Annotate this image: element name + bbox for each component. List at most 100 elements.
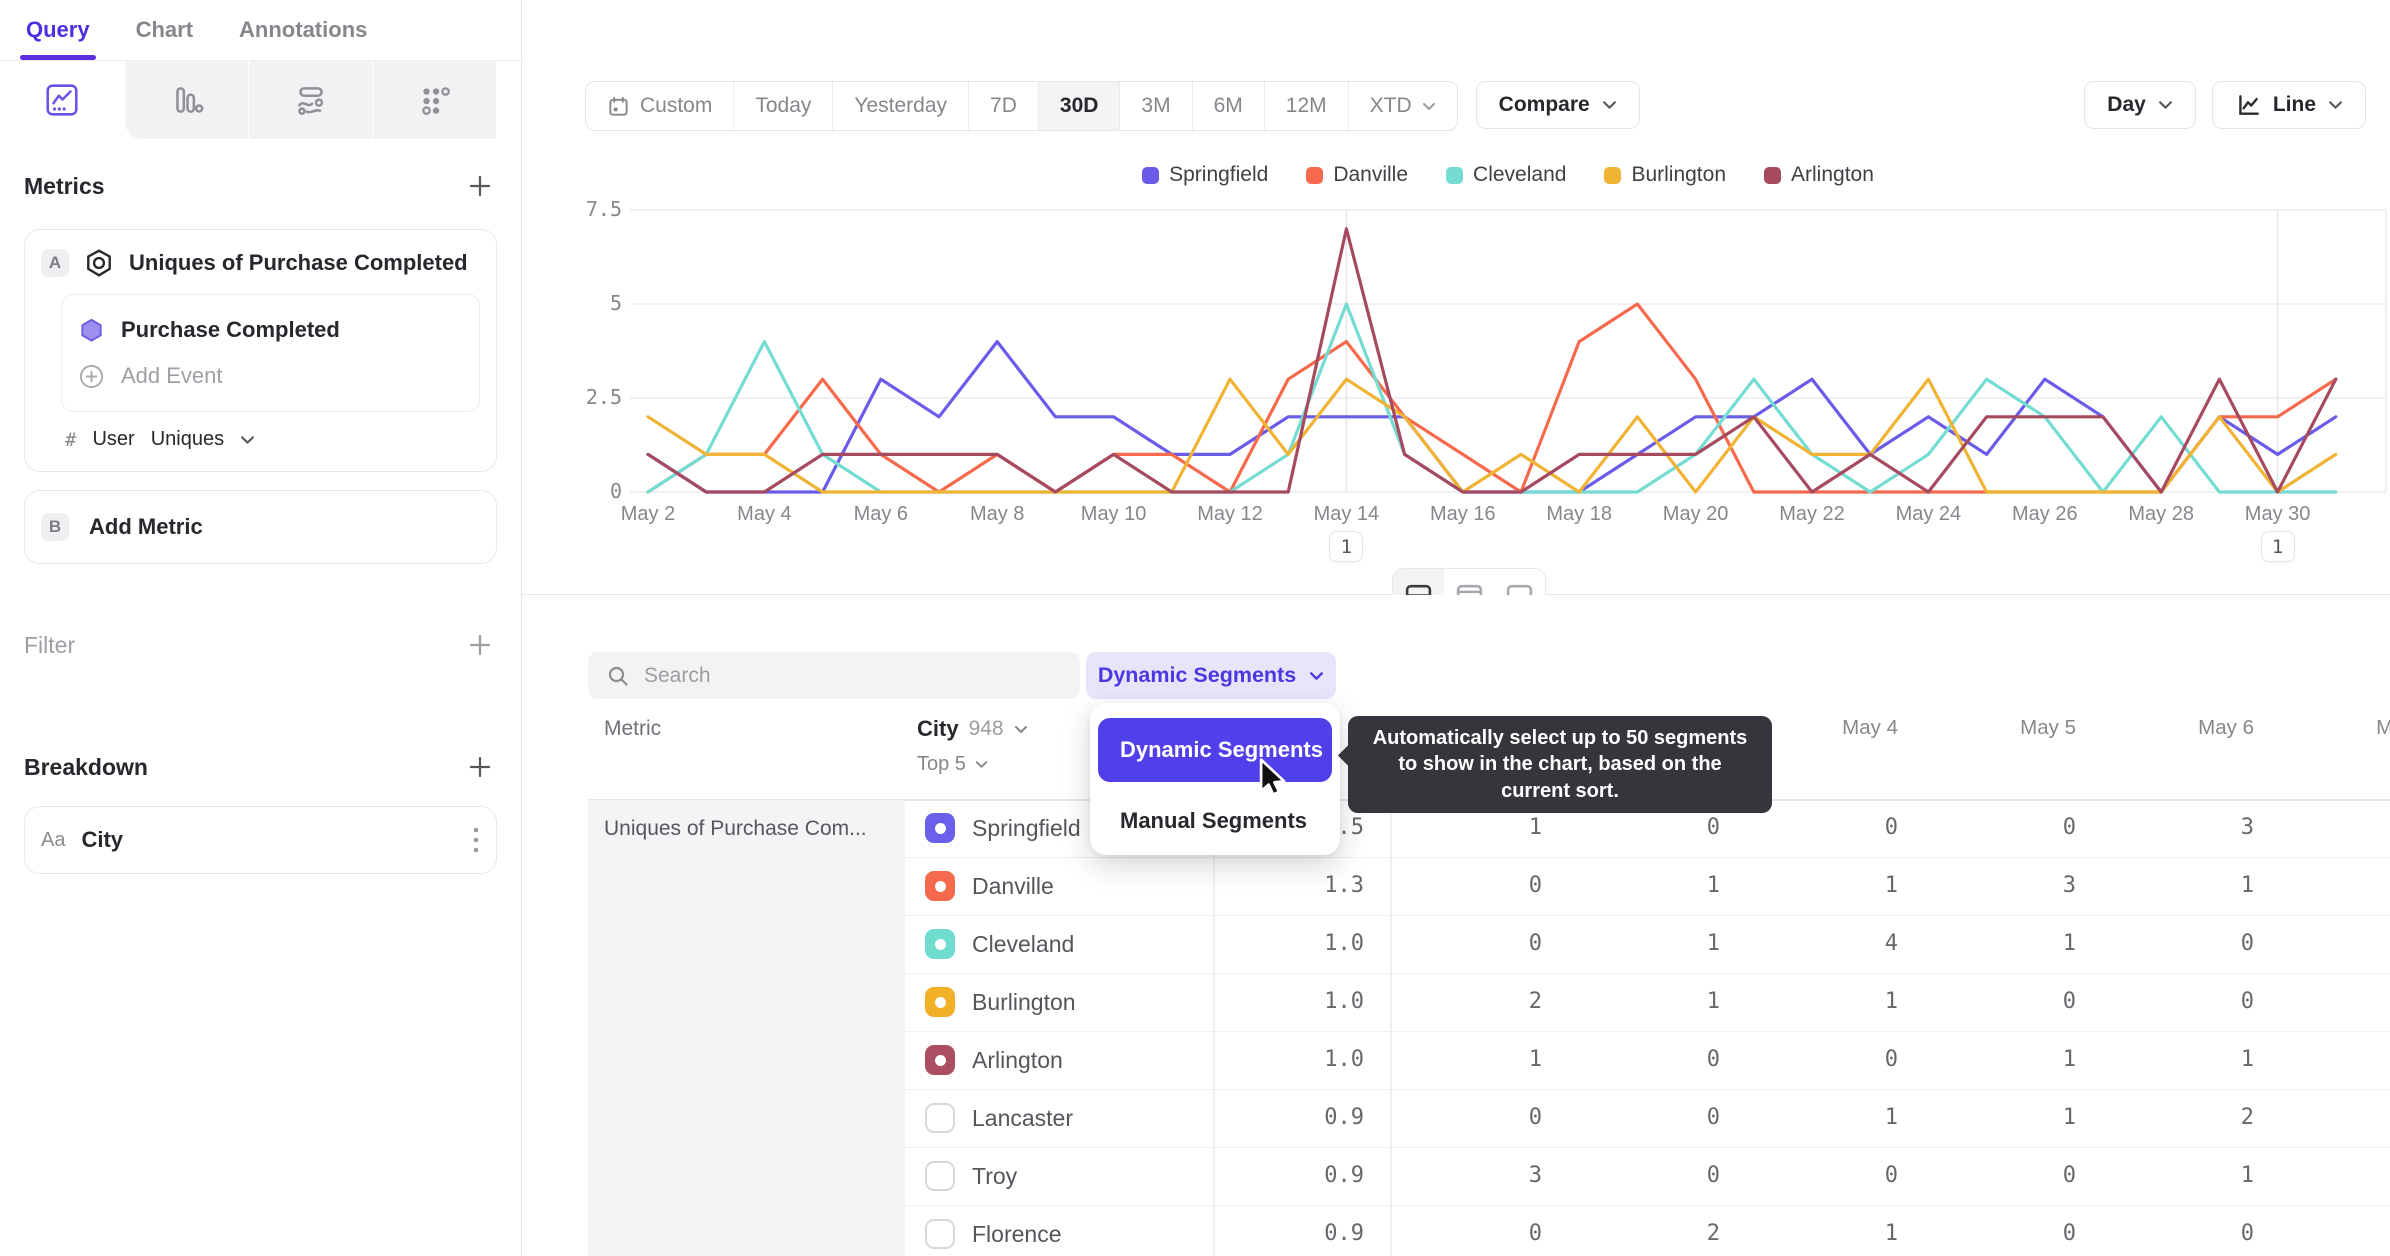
granularity-button[interactable]: Day: [2084, 81, 2196, 129]
day-value: 0: [1528, 1105, 1542, 1130]
event-row[interactable]: Purchase Completed: [78, 307, 463, 353]
metric-row-label: Uniques of Purchase Com...: [604, 817, 867, 840]
kebab-menu-icon[interactable]: [472, 825, 480, 855]
segment-checkbox[interactable]: [925, 1045, 955, 1075]
series-line-springfield: [646, 340, 2338, 494]
chevron-down-icon: [975, 760, 988, 769]
metric-card-a: A Uniques of Purchase Completed: [24, 229, 497, 472]
date-column-header[interactable]: May 6: [2198, 716, 2254, 739]
legend-item-springfield[interactable]: Springfield: [1142, 163, 1268, 187]
table-row-florence: Florence 0.9 0 2 1 0 0: [905, 1206, 2390, 1256]
range-7d[interactable]: 7D: [968, 82, 1038, 130]
day-value: 3: [1528, 1163, 1542, 1188]
day-value: 0: [1884, 1047, 1898, 1072]
segments-mode-label: Dynamic Segments: [1097, 663, 1297, 687]
checkbox-dot: [934, 880, 946, 892]
add-event-row[interactable]: Add Event: [78, 353, 463, 399]
legend-label: Arlington: [1791, 163, 1874, 186]
segment-checkbox[interactable]: [925, 1219, 955, 1249]
compare-label: Compare: [1498, 93, 1590, 116]
segment-checkbox[interactable]: [925, 929, 955, 959]
range-yesterday[interactable]: Yesterday: [832, 82, 968, 130]
annotation-badge-may-30[interactable]: 1: [2260, 531, 2295, 562]
range-custom[interactable]: Custom: [586, 82, 733, 130]
y-axis-tick: 5: [609, 291, 622, 315]
chart-type-retention-grid[interactable]: [372, 61, 496, 139]
chart-style-button[interactable]: Line: [2211, 81, 2366, 129]
legend-label: Burlington: [1631, 163, 1726, 186]
day-value: 3: [2062, 873, 2076, 898]
range-today[interactable]: Today: [733, 82, 832, 130]
legend-item-danville[interactable]: Danville: [1306, 163, 1408, 187]
checkbox-dot: [934, 938, 946, 950]
metrics-heading: Metrics: [24, 172, 105, 199]
tab-chart[interactable]: Chart: [135, 17, 194, 42]
measure-uniques-label: Uniques: [150, 428, 225, 450]
add-breakdown-plus-button[interactable]: [463, 750, 497, 784]
segments-mode-button[interactable]: Dynamic Segments: [1086, 652, 1336, 699]
legend-item-cleveland[interactable]: Cleveland: [1446, 163, 1566, 187]
breakdown-property-card[interactable]: Aa City: [24, 806, 497, 874]
range-30d[interactable]: 30D: [1037, 82, 1120, 130]
date-column-header[interactable]: May 5: [2020, 716, 2076, 739]
add-metric-card[interactable]: B Add Metric: [24, 490, 497, 564]
calendar-icon: [607, 95, 630, 118]
chart-type-bar-chart[interactable]: [124, 61, 248, 139]
compare-button[interactable]: Compare: [1475, 81, 1640, 129]
day-value: 0: [2240, 989, 2254, 1014]
metric-a-header[interactable]: A Uniques of Purchase Completed: [41, 248, 480, 278]
top-n-selector[interactable]: Top 5: [917, 753, 988, 776]
series-line-danville: [646, 302, 2338, 494]
chart-type-line-chart[interactable]: [0, 61, 124, 139]
tab-annotations[interactable]: Annotations: [239, 17, 368, 42]
day-value: 2: [1528, 989, 1542, 1014]
day-value: 1: [1706, 989, 1720, 1014]
sidebar-tabs: Query Chart Annotations: [0, 0, 521, 61]
segment-checkbox[interactable]: [925, 987, 955, 1017]
chevron-down-icon: [2328, 100, 2343, 110]
date-column-header[interactable]: May 7: [2376, 716, 2390, 739]
add-metric-label: Add Metric: [89, 514, 203, 539]
day-value: 0: [1706, 1163, 1720, 1188]
range-3m[interactable]: 3M: [1119, 82, 1191, 130]
legend-item-arlington[interactable]: Arlington: [1764, 163, 1874, 187]
group-column-header[interactable]: City 948: [917, 716, 1028, 742]
city-label: Burlington: [972, 989, 1076, 1015]
legend-item-burlington[interactable]: Burlington: [1604, 163, 1726, 187]
group-count: 948: [968, 717, 1004, 740]
day-value: 0: [1884, 1163, 1898, 1188]
chart-type-switcher: [0, 61, 521, 139]
top-n-label: Top 5: [917, 753, 966, 775]
dropdown-option-dynamic-segments[interactable]: Dynamic Segments: [1098, 718, 1332, 782]
segment-checkbox[interactable]: [925, 1103, 955, 1133]
dropdown-option-manual-segments[interactable]: Manual Segments: [1120, 808, 1308, 833]
day-value: 0: [1884, 815, 1898, 840]
add-circle-icon: [78, 363, 105, 390]
segment-checkbox[interactable]: [925, 813, 955, 843]
chart-legend: Springfield Danville Cleveland Burlington Ar…: [630, 163, 2386, 187]
segment-checkbox[interactable]: [925, 1161, 955, 1191]
range-xtd[interactable]: XTD: [1347, 82, 1457, 130]
annotation-badge-may-14[interactable]: 1: [1329, 531, 1364, 562]
tab-query[interactable]: Query: [20, 0, 96, 60]
chevron-down-icon: [1422, 102, 1436, 111]
day-value: 0: [1528, 873, 1542, 898]
add-filter-plus-button[interactable]: [463, 628, 497, 662]
add-metric-plus-button[interactable]: [463, 169, 497, 203]
x-axis-tick: May 22: [1779, 503, 1845, 525]
flow-chart-icon: [293, 82, 329, 118]
range-6m[interactable]: 6M: [1191, 82, 1264, 130]
query-panel: Metrics A Uniques of Purchase Completed: [0, 139, 521, 904]
avg-value: 1.0: [1324, 1047, 1364, 1072]
range-12m[interactable]: 12M: [1263, 82, 1348, 130]
measure-selector[interactable]: # User Uniques: [65, 428, 480, 451]
filter-heading: Filter: [24, 631, 76, 658]
chart-type-flow-chart[interactable]: [248, 61, 372, 139]
day-value: 2: [2240, 1105, 2254, 1130]
search-input[interactable]: Search: [588, 652, 1080, 699]
segment-checkbox[interactable]: [925, 871, 955, 901]
x-axis-tick: May 26: [2012, 503, 2078, 525]
date-column-header[interactable]: May 4: [1842, 716, 1898, 739]
line-chart-icon: [44, 82, 80, 118]
